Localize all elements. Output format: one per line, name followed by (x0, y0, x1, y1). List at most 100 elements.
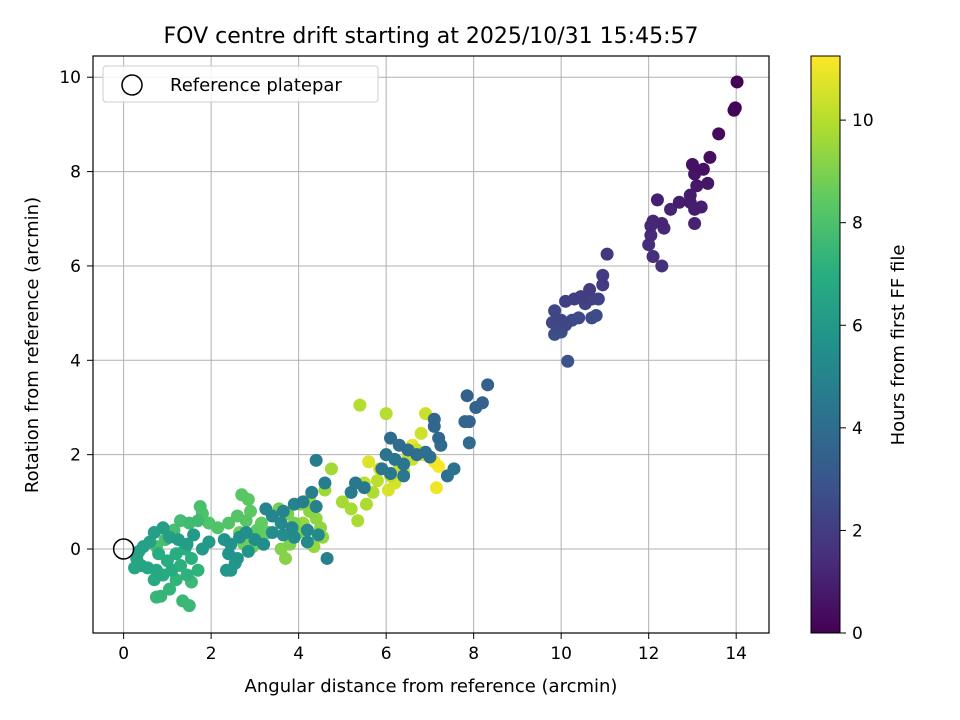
data-point (309, 500, 323, 514)
data-point (696, 162, 710, 176)
data-point (163, 582, 177, 596)
data-point (320, 551, 334, 565)
data-point (191, 514, 205, 528)
data-point (685, 158, 699, 172)
data-point (318, 476, 332, 490)
data-point (460, 389, 474, 403)
colorbar-tick-label: 2 (852, 521, 863, 541)
data-point (548, 304, 562, 318)
colorbar-tick-label: 4 (852, 419, 863, 439)
data-point (324, 462, 338, 476)
y-axis-ticks: 0 2 4 6 8 10 (59, 68, 93, 560)
x-axis-ticks: 0 2 4 6 8 10 12 14 (118, 633, 747, 664)
data-point (447, 462, 461, 476)
legend: Reference platepar (102, 65, 379, 103)
data-point (353, 398, 367, 412)
data-point (176, 594, 190, 608)
data-point (152, 547, 166, 561)
data-point (561, 354, 575, 368)
data-point (432, 431, 446, 445)
data-point (239, 526, 253, 540)
data-point (427, 412, 441, 426)
data-point (276, 504, 290, 518)
data-point (191, 563, 205, 577)
data-point (646, 214, 660, 228)
data-point (285, 521, 299, 535)
x-tick-label: 14 (725, 644, 747, 664)
data-point (574, 290, 588, 304)
data-point (300, 523, 314, 537)
y-tick-label: 0 (70, 540, 81, 560)
data-point (600, 247, 614, 261)
data-point (429, 481, 443, 495)
x-tick-label: 6 (381, 644, 392, 664)
reference-marker (112, 538, 135, 560)
data-point (370, 474, 384, 488)
data-point (184, 551, 198, 565)
x-tick-label: 12 (638, 644, 660, 664)
data-point (235, 488, 249, 502)
data-point (259, 502, 273, 516)
data-point (712, 127, 726, 141)
y-axis-label: Rotation from reference (arcmin) (22, 197, 43, 493)
data-point (701, 176, 715, 190)
data-point (481, 378, 495, 392)
data-point (384, 431, 398, 445)
data-point (703, 150, 717, 164)
data-point (359, 497, 373, 511)
data-point (475, 396, 489, 410)
data-point (265, 526, 279, 540)
data-point (156, 521, 170, 535)
data-point (195, 542, 209, 556)
data-point (585, 311, 599, 325)
colorbar-gradient (810, 55, 841, 634)
data-point (646, 250, 660, 264)
data-point (683, 188, 697, 202)
data-point (241, 544, 255, 558)
data-point (180, 568, 194, 582)
data-point (397, 469, 411, 483)
data-point (230, 509, 244, 523)
data-point (187, 528, 201, 542)
x-tick-label: 0 (118, 644, 129, 664)
data-point (730, 75, 744, 89)
data-point (728, 101, 742, 115)
colorbar-tick-label: 0 (852, 624, 863, 644)
data-point (193, 500, 207, 514)
plot-frame (92, 55, 770, 634)
legend-label: Reference platepar (170, 75, 342, 96)
data-point (688, 216, 702, 230)
colorbar-ticks: 0 2 4 6 8 10 (840, 111, 874, 644)
data-point (344, 502, 358, 516)
data-point (392, 438, 406, 452)
data-point (596, 268, 610, 282)
reference-point-marker (112, 538, 135, 560)
x-axis-label: Angular distance from reference (arcmin) (245, 676, 618, 697)
colorbar-tick-label: 6 (852, 316, 863, 336)
y-tick-label: 8 (70, 163, 81, 183)
colorbar-tick-label: 8 (852, 214, 863, 234)
data-point (596, 278, 610, 292)
data-point (672, 195, 686, 209)
data-point (351, 514, 365, 528)
data-point (462, 415, 476, 429)
y-tick-label: 10 (59, 68, 81, 88)
data-point (423, 450, 437, 464)
x-tick-label: 2 (206, 644, 217, 664)
data-point (349, 476, 363, 490)
data-point (180, 537, 194, 551)
legend-marker-icon (121, 74, 143, 96)
data-point (300, 535, 314, 549)
data-point (296, 495, 310, 509)
data-point (650, 193, 664, 207)
data-point (690, 179, 704, 193)
data-point (309, 453, 323, 467)
data-point (276, 528, 290, 542)
data-point (375, 462, 389, 476)
data-point (248, 533, 262, 547)
y-tick-label: 4 (70, 351, 81, 371)
data-point (362, 455, 376, 469)
data-point (274, 516, 288, 530)
colorbar-label: Hours from first FF file (888, 245, 909, 446)
data-point (554, 313, 568, 327)
